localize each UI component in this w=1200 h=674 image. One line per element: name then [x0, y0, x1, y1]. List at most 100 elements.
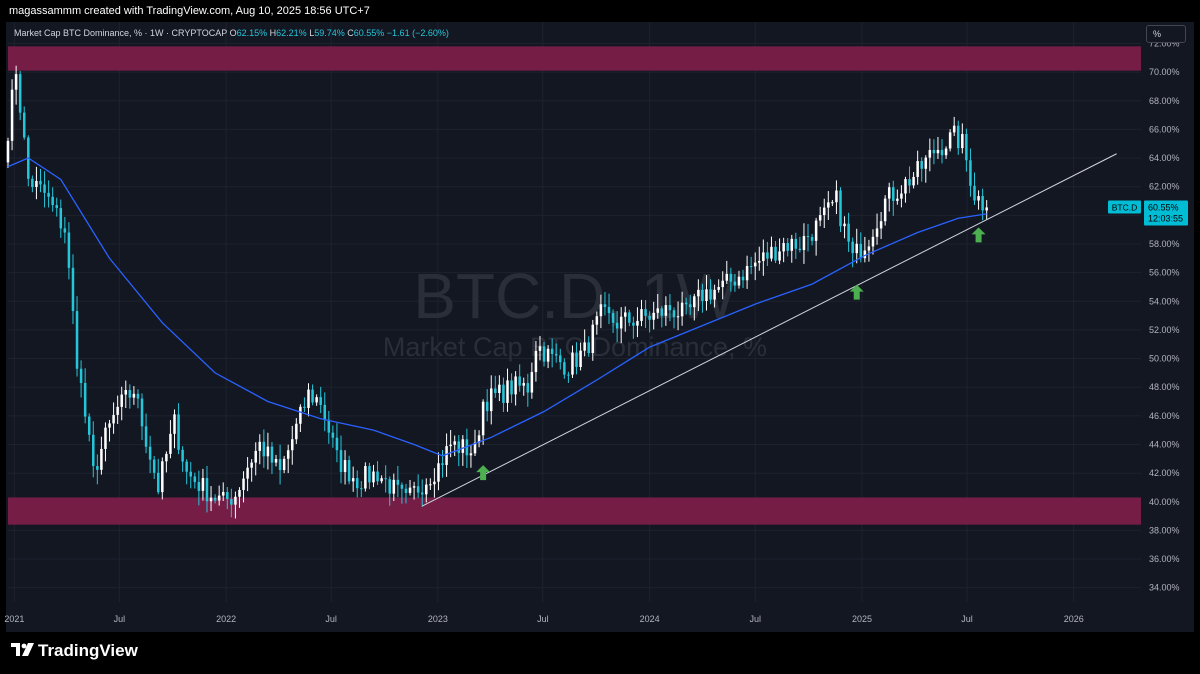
candle: [173, 409, 176, 449]
candle: [425, 478, 428, 503]
candle-body: [291, 439, 294, 451]
top-bar: magassammm created with TradingView.com,…: [0, 0, 1200, 22]
candle-body: [843, 223, 846, 227]
candle-body: [944, 148, 948, 156]
candle: [554, 343, 558, 363]
candle: [879, 211, 883, 240]
candle-body: [67, 232, 71, 268]
candle: [835, 180, 838, 215]
y-tick-label: 48.00%: [1149, 382, 1180, 392]
candle: [932, 139, 936, 165]
legend-low: 59.74%: [314, 28, 345, 38]
candle-body: [498, 384, 501, 393]
candle-body: [965, 133, 968, 161]
candle: [924, 155, 928, 183]
candle-body: [896, 198, 899, 201]
candle-body: [104, 427, 107, 449]
candle: [364, 462, 367, 492]
candle: [193, 472, 197, 489]
candle-body: [522, 383, 525, 386]
candle-body: [286, 450, 290, 459]
candle-body: [684, 302, 688, 305]
candle-body: [701, 289, 704, 301]
y-tick-label: 36.00%: [1149, 554, 1180, 564]
candle: [75, 296, 79, 377]
candle-body: [567, 374, 570, 376]
candle: [250, 459, 253, 482]
candle: [843, 216, 846, 239]
candle: [124, 380, 128, 408]
candle: [238, 487, 241, 508]
candle-body: [514, 376, 517, 395]
y-tick-label: 46.00%: [1149, 411, 1180, 421]
candle-body: [376, 471, 379, 482]
y-tick-label: 40.00%: [1149, 497, 1180, 507]
candle: [896, 189, 899, 205]
candle-body: [810, 237, 814, 241]
candle: [810, 233, 814, 246]
candle: [705, 275, 708, 311]
x-tick-label: Jul: [537, 614, 549, 624]
x-tick-label: Jul: [325, 614, 337, 624]
candle-body: [372, 471, 375, 483]
candle-body: [47, 192, 50, 197]
candle-body: [124, 390, 128, 395]
candle: [542, 342, 546, 367]
x-tick-label: 2025: [852, 614, 872, 624]
candle-body: [6, 140, 10, 163]
candle-body: [932, 149, 936, 154]
candle: [39, 168, 42, 193]
candle-body: [709, 289, 712, 300]
candle-body: [213, 497, 217, 501]
candle: [274, 454, 278, 467]
candle: [262, 429, 266, 468]
candle: [672, 307, 676, 329]
candle-body: [270, 446, 274, 463]
candle-body: [851, 241, 854, 254]
candle-body: [749, 266, 753, 268]
candle: [31, 175, 34, 193]
candle-body: [303, 406, 306, 408]
candle: [128, 384, 132, 409]
candle-body: [871, 236, 875, 247]
legend-change: −1.61 (−2.60%): [386, 28, 449, 38]
candle: [461, 435, 465, 466]
candle: [782, 237, 785, 263]
candle: [120, 386, 123, 421]
candle-body: [652, 312, 655, 320]
candle: [668, 293, 672, 322]
candle-body: [624, 312, 627, 317]
candle: [648, 311, 651, 333]
candle-body: [242, 478, 245, 491]
candle-body: [729, 273, 733, 282]
candle: [619, 307, 623, 344]
candle-body: [481, 401, 485, 436]
candle-body: [644, 309, 647, 316]
candle-body: [437, 463, 440, 482]
candle-body: [916, 161, 919, 177]
green-up-arrow-icon: [849, 284, 864, 300]
candle-body: [680, 302, 684, 317]
candle-body: [453, 441, 456, 445]
candle-body: [737, 276, 741, 286]
candle-body: [388, 479, 391, 494]
candle-body: [660, 308, 664, 316]
candle: [538, 335, 542, 361]
candle: [831, 199, 834, 206]
candle: [786, 238, 789, 257]
candle: [814, 217, 818, 256]
candle-body: [63, 228, 67, 233]
candle: [640, 299, 643, 327]
candle: [100, 436, 103, 475]
candle-body: [875, 228, 879, 237]
candle-body: [156, 472, 160, 493]
candle: [973, 172, 976, 205]
candle: [96, 454, 99, 485]
candle-body: [396, 479, 400, 485]
candle: [802, 223, 806, 264]
candle: [887, 182, 891, 212]
candle-body: [571, 352, 574, 375]
percent-scale-button[interactable]: %: [1146, 25, 1186, 43]
candle: [940, 139, 944, 164]
